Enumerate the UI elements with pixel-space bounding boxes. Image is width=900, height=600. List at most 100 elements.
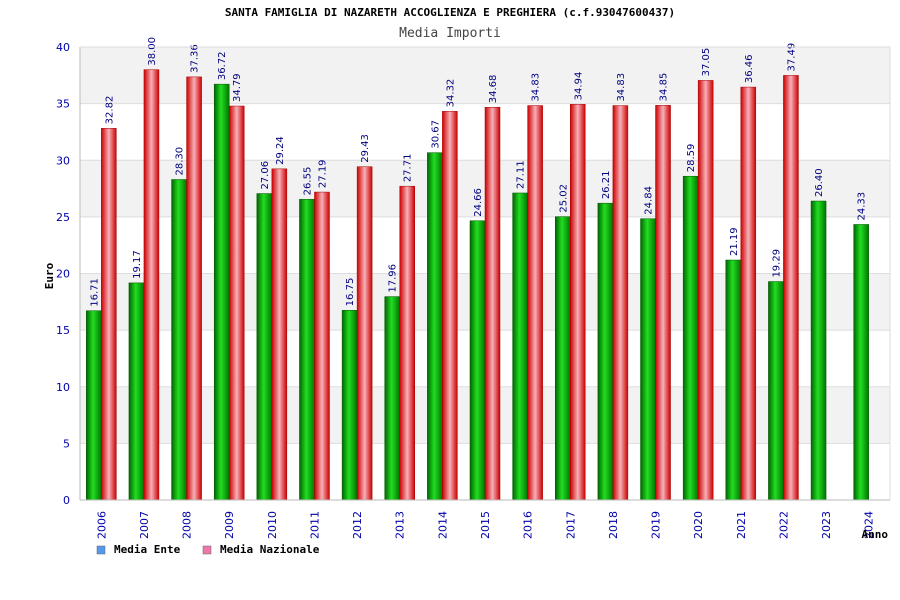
x-tick-label: 2007: [138, 511, 151, 539]
bar-media-nazionale: [740, 86, 757, 501]
x-tick-label: 2020: [692, 511, 705, 539]
y-axis-label: Euro: [43, 262, 56, 289]
data-label-media-nazionale: 29.43: [360, 134, 371, 163]
data-label-media-nazionale: 36.46: [744, 54, 755, 83]
x-tick-label: 2024: [863, 511, 876, 539]
data-label-media-nazionale: 32.82: [104, 96, 115, 125]
legend-label-media-ente: Media Ente: [114, 543, 181, 556]
bar-media-nazionale: [143, 69, 160, 501]
legend-swatch-media-ente: [96, 545, 106, 555]
data-label-media-nazionale: 29.24: [275, 136, 286, 165]
x-tick-label: 2012: [351, 511, 364, 539]
x-tick-label: 2017: [564, 511, 577, 539]
bar-media-ente: [213, 83, 230, 501]
bar-media-ente: [341, 310, 358, 501]
axes: 0 5 10 15 20 25 30 35 40 2006 2007 2008 2009 2010 2011…: [56, 41, 891, 539]
x-tick-label: 2018: [607, 511, 620, 539]
data-label-media-nazionale: 27.71: [403, 154, 414, 183]
y-tick-label: 20: [56, 268, 70, 281]
data-label-media-ente: 27.11: [516, 160, 527, 189]
x-tick-label: 2013: [394, 511, 407, 539]
x-tick-label: 2010: [266, 511, 279, 539]
data-label-media-nazionale: 34.83: [616, 73, 627, 102]
data-label-media-nazionale: 34.32: [445, 79, 456, 108]
data-label-media-ente: 24.84: [644, 186, 655, 215]
x-tick-label: 2011: [308, 511, 321, 539]
legend-swatch-media-nazionale: [202, 545, 212, 555]
bar-media-nazionale: [527, 105, 543, 501]
bar-media-nazionale: [228, 105, 245, 501]
bar-media-ente: [682, 175, 699, 501]
y-tick-label: 5: [63, 437, 70, 450]
bar-media-ente: [256, 193, 273, 501]
chart-title: SANTA FAMIGLIA DI NAZARETH ACCOGLIENZA E…: [225, 6, 675, 19]
data-label-media-ente: 16.75: [345, 278, 356, 307]
legend-label-media-nazionale: Media Nazionale: [220, 543, 320, 556]
data-label-media-nazionale: 37.05: [701, 48, 712, 77]
data-label-media-ente: 26.21: [601, 171, 612, 200]
x-axis-label: Anno: [862, 528, 889, 541]
data-label-media-nazionale: 27.19: [317, 159, 328, 188]
bar-media-ente: [427, 152, 443, 501]
y-tick-label: 35: [56, 98, 70, 111]
y-tick-label: 25: [56, 211, 70, 224]
bar-media-ente: [853, 224, 869, 501]
bar-media-nazionale: [271, 168, 288, 501]
data-label-media-ente: 16.71: [89, 278, 100, 307]
bar-media-ente: [299, 199, 315, 501]
bar-media-nazionale: [484, 106, 501, 501]
y-tick-label: 0: [63, 494, 70, 507]
bar-media-nazionale: [655, 105, 671, 501]
data-label-media-ente: 21.19: [729, 227, 740, 256]
data-label-media-nazionale: 34.68: [488, 75, 499, 104]
x-tick-label: 2006: [95, 511, 108, 539]
x-tick-label: 2009: [223, 511, 236, 539]
bar-media-ente: [640, 218, 656, 501]
x-tick-label: 2023: [820, 511, 833, 539]
bar-media-nazionale: [356, 166, 373, 501]
x-tick-label: 2019: [650, 511, 663, 539]
data-labels: 16.71 32.82 19.17 38.00 28.30 37.36 36.72 34.79…: [89, 37, 867, 307]
x-tick-label: 2016: [522, 511, 535, 539]
bar-media-ente: [810, 200, 827, 501]
bar-media-ente: [469, 220, 486, 501]
bar-media-nazionale: [570, 104, 586, 501]
data-label-media-ente: 24.66: [473, 188, 484, 217]
bar-media-ente: [725, 259, 742, 501]
data-label-media-nazionale: 34.79: [232, 73, 243, 102]
bar-media-ente: [597, 202, 614, 501]
data-label-media-nazionale: 34.83: [531, 73, 542, 102]
x-tick-label: 2008: [181, 511, 194, 539]
data-label-media-nazionale: 37.49: [786, 43, 797, 72]
data-label-media-ente: 28.59: [686, 144, 697, 173]
data-label-media-ente: 25.02: [558, 184, 569, 213]
data-label-media-ente: 17.96: [388, 264, 399, 293]
y-tick-label: 15: [56, 324, 70, 337]
data-label-media-nazionale: 38.00: [147, 37, 158, 66]
data-label-media-ente: 30.67: [430, 120, 441, 149]
bar-media-nazionale: [186, 76, 202, 501]
bar-media-ente: [384, 296, 400, 501]
bar-media-ente: [555, 216, 571, 501]
data-label-media-nazionale: 37.36: [190, 44, 201, 73]
data-label-media-ente: 26.55: [302, 167, 313, 196]
x-tick-label: 2015: [479, 511, 492, 539]
data-label-media-ente: 26.40: [814, 168, 825, 197]
data-label-media-nazionale: 34.94: [573, 72, 584, 101]
bar-media-nazionale: [783, 75, 799, 501]
data-label-media-ente: 28.30: [175, 147, 186, 176]
bar-media-nazionale: [442, 111, 458, 501]
y-tick-label: 10: [56, 381, 70, 394]
y-tick-label: 30: [56, 154, 70, 167]
legend: Media Ente Media Nazionale: [96, 543, 320, 556]
y-tick-label: 40: [56, 41, 70, 54]
data-label-media-ente: 36.72: [217, 52, 228, 81]
bar-media-nazionale: [697, 80, 714, 501]
bar-media-nazionale: [314, 191, 330, 501]
data-label-media-ente: 24.33: [857, 192, 868, 221]
bar-media-ente: [512, 192, 528, 501]
data-label-media-nazionale: 34.85: [659, 73, 670, 102]
bar-media-nazionale: [101, 128, 117, 501]
x-tick-label: 2022: [777, 511, 790, 539]
